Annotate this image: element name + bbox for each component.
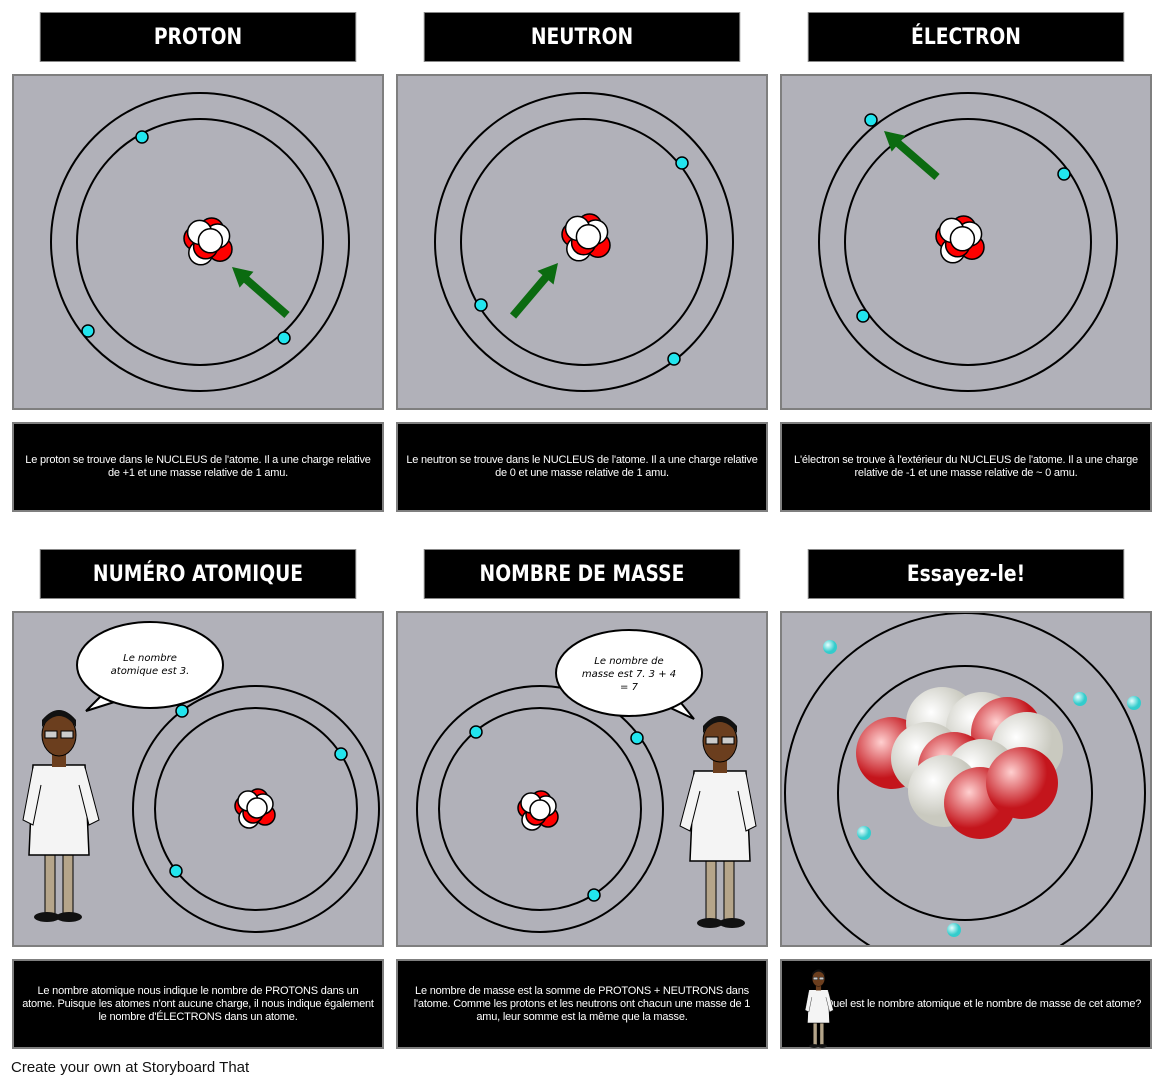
panel-caption: Le neutron se trouve dans le NUCLEUS de … — [396, 422, 768, 512]
neutron-particle — [246, 797, 268, 819]
scientist-mini — [804, 969, 834, 1048]
electron-particle — [1057, 167, 1071, 181]
caption-text: L'électron se trouve à l'extérieur du NU… — [794, 454, 1138, 479]
panel-title: NOMBRE DE MASSE — [423, 549, 741, 599]
panel-scene — [780, 611, 1152, 947]
orbit-inner — [154, 707, 358, 911]
scientist-figure — [679, 716, 757, 928]
electron-particle — [469, 725, 483, 739]
panel-caption: Le proton se trouve dans le NUCLEUS de l… — [12, 422, 384, 512]
caption-text: Quel est le nombre atomique et le nombre… — [824, 997, 1142, 1010]
orbit-inner — [76, 118, 324, 366]
electron-particle — [587, 888, 601, 902]
arrow-icon — [884, 131, 940, 181]
panel-scene — [12, 74, 384, 410]
electron-particle — [474, 298, 488, 312]
electron-particle — [277, 331, 291, 345]
orbit-outer — [132, 685, 380, 933]
speech-bubble: Le nombre atomique est 3. — [76, 621, 224, 712]
orbit-outer — [416, 685, 664, 933]
caption-text: Le proton se trouve dans le NUCLEUS de l… — [25, 454, 371, 479]
electron-particle — [947, 923, 961, 937]
electron-particle — [857, 826, 871, 840]
svg-text:Le nombre: Le nombre — [123, 653, 177, 664]
panel-title-text: NEUTRON — [530, 24, 634, 50]
panel-title: PROTON — [39, 12, 357, 62]
orbit-outer — [818, 92, 1118, 392]
panel-scene — [780, 74, 1152, 410]
panel-scene: Le nombre de masse est 7. 3 + 4 = 7 — [396, 611, 768, 947]
panel-title: NEUTRON — [423, 12, 741, 62]
panel-title-text: NOMBRE DE MASSE — [479, 561, 685, 587]
neutron-particle — [575, 224, 602, 250]
electron-particle — [135, 130, 149, 144]
storyboard-that-link[interactable]: Create your own at Storyboard That — [11, 1059, 250, 1076]
electron-particle — [81, 324, 95, 338]
orbit-inner — [438, 707, 642, 911]
caption-text: Le neutron se trouve dans le NUCLEUS de … — [406, 454, 758, 479]
speech-bubble: Le nombre de masse est 7. 3 + 4 = 7 — [555, 629, 703, 720]
panel-title: NUMÉRO ATOMIQUE — [39, 549, 357, 599]
svg-text:atomique est 3.: atomique est 3. — [111, 666, 190, 677]
electron-particle — [1073, 692, 1087, 706]
electron-particle — [630, 731, 644, 745]
caption-text: Le nombre atomique nous indique le nombr… — [22, 984, 374, 1023]
scientist-figure — [804, 969, 834, 1048]
proton-particle — [986, 747, 1058, 819]
svg-text:= 7: = 7 — [620, 682, 639, 693]
electron-particle — [169, 864, 183, 878]
panel-scene — [396, 74, 768, 410]
panel-title: Essayez-le! — [807, 549, 1125, 599]
orbit-inner — [844, 118, 1092, 366]
arrow-icon — [232, 267, 290, 319]
scientist-figure — [22, 710, 100, 922]
electron-particle — [667, 352, 681, 366]
electron-particle — [856, 309, 870, 323]
orbit-inner — [837, 665, 1093, 921]
panel-title-text: ÉLECTRON — [911, 24, 1021, 50]
orbit-outer — [784, 613, 1146, 945]
electron-particle — [675, 156, 689, 170]
neutron-particle — [949, 226, 976, 252]
neutron-particle — [197, 228, 224, 254]
panel-title-text: Essayez-le! — [906, 561, 1026, 587]
electron-particle — [175, 704, 189, 718]
panel-scene: Le nombre atomique est 3. — [12, 611, 384, 947]
arrow-icon — [509, 263, 558, 319]
electron-particle — [864, 113, 878, 127]
panel-caption: L'électron se trouve à l'extérieur du NU… — [780, 422, 1152, 512]
svg-text:masse est 7. 3 + 4: masse est 7. 3 + 4 — [582, 669, 676, 680]
orbit-outer — [50, 92, 350, 392]
electron-particle — [334, 747, 348, 761]
caption-text: Le nombre de masse est la somme de PROTO… — [413, 984, 751, 1023]
orbit-outer — [434, 92, 734, 392]
orbit-inner — [460, 118, 708, 366]
neutron-particle — [529, 799, 551, 821]
panel-caption: Le nombre atomique nous indique le nombr… — [12, 959, 384, 1049]
panel-title: ÉLECTRON — [807, 12, 1125, 62]
electron-particle — [1127, 696, 1141, 710]
electron-particle — [823, 640, 837, 654]
panel-caption: Quel est le nombre atomique et le nombre… — [780, 959, 1152, 1049]
panel-title-text: NUMÉRO ATOMIQUE — [92, 561, 304, 587]
svg-text:Le nombre de: Le nombre de — [594, 656, 663, 667]
panel-title-text: PROTON — [153, 24, 243, 50]
panel-caption: Le nombre de masse est la somme de PROTO… — [396, 959, 768, 1049]
